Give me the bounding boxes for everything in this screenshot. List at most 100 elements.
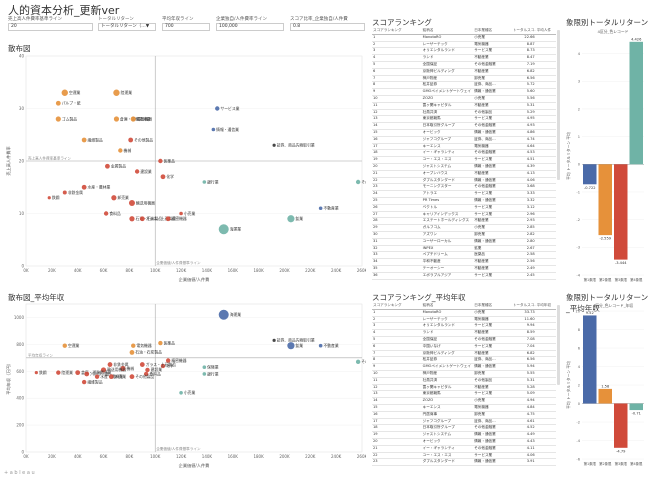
bar[interactable] <box>629 403 644 411</box>
scatter-point[interactable] <box>218 309 229 320</box>
table-row[interactable]: 27 キャリアインデックス サービス業 2.96 <box>372 211 556 219</box>
scatter-point[interactable] <box>179 391 183 395</box>
scatter-point[interactable] <box>55 100 61 106</box>
scatter-point[interactable] <box>55 116 61 122</box>
bar-chart[interactable]: 4区分_色レコード -4 -3 -2 -1 0 1 2 3 4 平均 トータルリターン 平均 -0.7… <box>564 27 648 285</box>
column-header[interactable]: トータルスコ… <box>511 303 536 310</box>
scatter-point[interactable] <box>34 371 38 375</box>
scatter-point[interactable] <box>105 163 110 169</box>
scatter-point[interactable] <box>129 374 135 380</box>
scatter-point[interactable] <box>129 216 135 222</box>
scatter-point[interactable] <box>145 367 150 373</box>
scatter-point[interactable] <box>158 340 163 346</box>
table-row[interactable]: 5 全国保証 その他金融業 7.08 <box>372 336 556 344</box>
scatter-point[interactable] <box>107 362 113 367</box>
scatter-point[interactable] <box>100 367 107 373</box>
scatter-point[interactable] <box>113 89 120 96</box>
scatter-point[interactable] <box>287 342 295 350</box>
scatter-point[interactable] <box>61 89 68 96</box>
bar[interactable] <box>598 388 613 404</box>
scatter-chart-income[interactable]: 0 200 400 600 800 1000 0K 20K 40K 60K 80K 100K 120K 1… <box>4 300 366 470</box>
ranking-scrollbar[interactable] <box>557 30 560 180</box>
scatter-point[interactable] <box>139 362 145 367</box>
column-header[interactable]: 平均年収 <box>535 303 556 310</box>
table-row[interactable]: 31 ユーザーローカル 情報・通信業 2.80 <box>372 238 556 246</box>
column-header[interactable]: 銘柄名 <box>421 28 474 35</box>
scatter-point[interactable] <box>120 365 126 372</box>
table-row[interactable]: 17 キーエンス 電気機器 4.64 <box>372 143 556 151</box>
scatter-point[interactable] <box>139 216 145 222</box>
table-row[interactable]: 8 松井証券 証券、商品… 6.56 <box>372 356 556 365</box>
column-header[interactable]: 平均人件 <box>535 28 556 35</box>
scatter-point[interactable] <box>355 359 361 365</box>
bar[interactable] <box>583 315 597 404</box>
filter-input[interactable]: 100,000 <box>216 23 284 31</box>
table-row[interactable]: 28 エステートホールディングス 不動産業 2.93 <box>372 217 556 226</box>
filter-input[interactable]: 700 <box>162 23 210 31</box>
table-row[interactable]: 34 平和不動産 不動産業 2.56 <box>372 258 556 266</box>
ranking-table-container[interactable]: スコアランキング 銘柄名 日本業種名 トータルスコ… 平均人件 1 MonotaRO 小売業 2… <box>372 28 556 284</box>
table-row[interactable]: 2 レーザーテック 電気機器 8.87 <box>372 41 556 49</box>
scatter-point[interactable] <box>318 206 323 211</box>
scatter-point[interactable] <box>108 374 114 380</box>
scatter-point[interactable] <box>215 106 220 111</box>
filter-input[interactable]: トータルリターン（…▼ <box>98 23 156 31</box>
scatter-point[interactable] <box>318 343 323 348</box>
scatter-point[interactable] <box>143 371 149 377</box>
table-row[interactable]: 35 テーオーシー 不動産業 2.49 <box>372 265 556 273</box>
table-row[interactable]: 15 キーエンス 電気機器 4.84 <box>372 404 556 412</box>
table-row[interactable]: 13 東京都競馬 サービス業 5.09 <box>372 390 556 399</box>
bar[interactable] <box>598 164 613 236</box>
scatter-point[interactable] <box>179 211 183 216</box>
table-row[interactable]: 23 ダブルスタンダード 情報・通信業 3.91 <box>372 458 556 467</box>
scatter-point[interactable] <box>128 137 134 143</box>
column-header[interactable]: 日本業種名 <box>473 28 512 35</box>
table-row[interactable]: 2 レーザーテック 電気機器 11.60 <box>372 316 556 324</box>
table-row[interactable]: 19 ユー・エス・エス サービス業 4.51 <box>372 156 556 164</box>
table-row[interactable]: 36 エボラブルアジア サービス業 2.45 <box>372 272 556 280</box>
scatter-point[interactable] <box>81 379 87 385</box>
table-row[interactable]: 10 神戸物産 卸売業 5.55 <box>372 370 556 378</box>
table-row[interactable]: 7 神戸物産 卸売業 6.56 <box>372 75 556 83</box>
scatter-point[interactable] <box>103 211 109 216</box>
table-row[interactable]: 17 ジャフコグループ 証券、商品… 4.61 <box>372 418 556 426</box>
scatter-point[interactable] <box>202 180 207 184</box>
scatter-point[interactable] <box>62 343 67 348</box>
table-row[interactable]: 20 ジャストシステム 情報・通信業 4.39 <box>372 163 556 171</box>
scatter-point[interactable] <box>129 350 135 355</box>
table-row[interactable]: 3 オリエンタルランド サービス業 9.94 <box>372 322 556 331</box>
table-row[interactable]: 16 円居商事 卸売業 4.75 <box>372 411 556 419</box>
table-row[interactable]: 32 INPEX 鉱業 2.67 <box>372 245 556 253</box>
filter-input[interactable]: 0.8 <box>290 23 365 31</box>
table-row[interactable]: 18 日本取引所グループ その他金融業 4.52 <box>372 424 556 433</box>
scatter-point[interactable] <box>165 358 171 363</box>
table-row[interactable]: 9 GMOペイメントゲートウェイ 情報・通信業 5.60 <box>372 88 556 97</box>
scatter-point[interactable] <box>165 216 171 222</box>
table-row[interactable]: 26 ベクトル サービス業 3.12 <box>372 204 556 212</box>
bar[interactable] <box>583 164 597 185</box>
scatter-point[interactable] <box>113 116 120 122</box>
table-row[interactable]: 13 東京都競馬 サービス業 4.95 <box>372 115 556 124</box>
scatter-point[interactable] <box>111 195 117 201</box>
scatter-point[interactable] <box>130 116 136 122</box>
table-row[interactable]: 11 霞ヶ関キャピタル 不動産業 5.31 <box>372 102 556 110</box>
table-row[interactable]: 6 中国いなげ サービス業 7.04 <box>372 343 556 351</box>
table-row[interactable]: 10 ZOZO 小売業 5.56 <box>372 95 556 103</box>
table-row[interactable]: 25 PR Times 情報・通信業 3.32 <box>372 197 556 205</box>
table-row[interactable]: 1 MonotaRO 小売業 33.73 <box>372 309 556 317</box>
scatter-point[interactable] <box>202 372 207 376</box>
table-row[interactable]: 11 社員共済 その他製品 5.31 <box>372 377 556 385</box>
table-row[interactable]: 20 オービック 情報・通信業 4.43 <box>372 438 556 446</box>
scatter-point[interactable] <box>160 174 166 180</box>
column-header[interactable]: トータルスコ… <box>511 28 536 35</box>
table-row[interactable]: 4 ランド 不動産業 8.59 <box>372 329 556 338</box>
scatter-point[interactable] <box>134 169 140 174</box>
table-row[interactable]: 19 ジャストシステム 情報・通信業 4.49 <box>372 431 556 439</box>
scatter-point[interactable] <box>160 363 166 369</box>
table-row[interactable]: 15 オービック 情報・通信業 4.86 <box>372 129 556 137</box>
scatter-point[interactable] <box>202 365 207 370</box>
ranking-income-scrollbar[interactable] <box>557 305 560 385</box>
table-row[interactable]: 21 イー・ギャランティ その他金融業 4.11 <box>372 445 556 453</box>
table-row[interactable]: 9 GMOペイメントゲートウェイ 情報・通信業 5.94 <box>372 363 556 372</box>
table-row[interactable]: 21 オープンハウス 不動産業 4.13 <box>372 170 556 178</box>
